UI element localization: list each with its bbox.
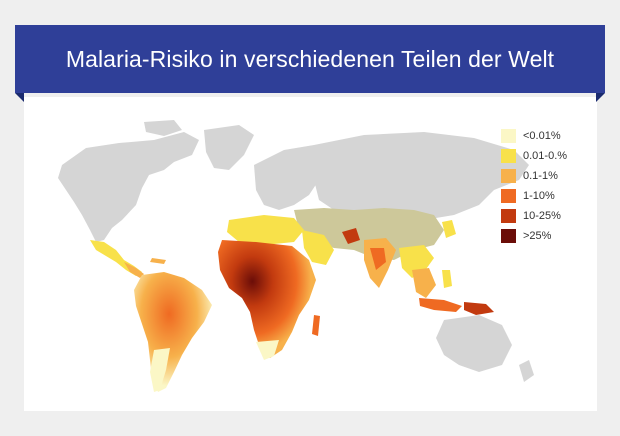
philippines [442, 270, 452, 288]
papua [464, 302, 494, 315]
africa [218, 240, 316, 358]
new-zealand [519, 360, 534, 382]
legend-label: 0.01-0.% [523, 150, 568, 162]
korea-japan [442, 220, 456, 238]
madagascar [312, 315, 320, 336]
title-banner: Malaria-Risiko in verschiedenen Teilen d… [15, 25, 605, 103]
legend-label: >25% [523, 230, 552, 242]
legend-item: 0.1-1% [501, 166, 601, 186]
europe [254, 145, 324, 210]
legend-item: <0.01% [501, 126, 601, 146]
arabia [302, 230, 334, 265]
legend-swatch [501, 209, 516, 223]
world-map [58, 120, 534, 392]
north-america [58, 132, 199, 242]
southeast-asia [412, 268, 436, 298]
south-america [134, 272, 212, 392]
legend: <0.01% 0.01-0.% 0.1-1% 1-10% 10-25% >25% [501, 126, 601, 246]
legend-swatch [501, 129, 516, 143]
legend-swatch [501, 229, 516, 243]
arctic-islands [144, 120, 182, 136]
legend-swatch [501, 149, 516, 163]
central-america-south [124, 262, 144, 278]
legend-swatch [501, 169, 516, 183]
legend-item: 1-10% [501, 186, 601, 206]
indonesia [419, 298, 462, 312]
legend-item: >25% [501, 226, 601, 246]
page-title: Malaria-Risiko in verschiedenen Teilen d… [15, 25, 605, 93]
legend-item: 10-25% [501, 206, 601, 226]
legend-label: 0.1-1% [523, 170, 558, 182]
greenland [204, 125, 254, 170]
legend-label: 1-10% [523, 190, 555, 202]
india-hot [370, 248, 386, 270]
legend-item: 0.01-0.% [501, 146, 601, 166]
asia [314, 132, 529, 220]
legend-label: <0.01% [523, 130, 561, 142]
pakistan-hot [342, 228, 360, 244]
legend-swatch [501, 189, 516, 203]
south-america-south [150, 348, 170, 392]
legend-label: 10-25% [523, 210, 561, 222]
australia [436, 315, 512, 372]
southern-africa [256, 340, 279, 360]
north-africa [227, 215, 304, 245]
banner-fold-right [596, 93, 605, 102]
banner-fold-left [15, 93, 24, 102]
caribbean [150, 258, 166, 264]
